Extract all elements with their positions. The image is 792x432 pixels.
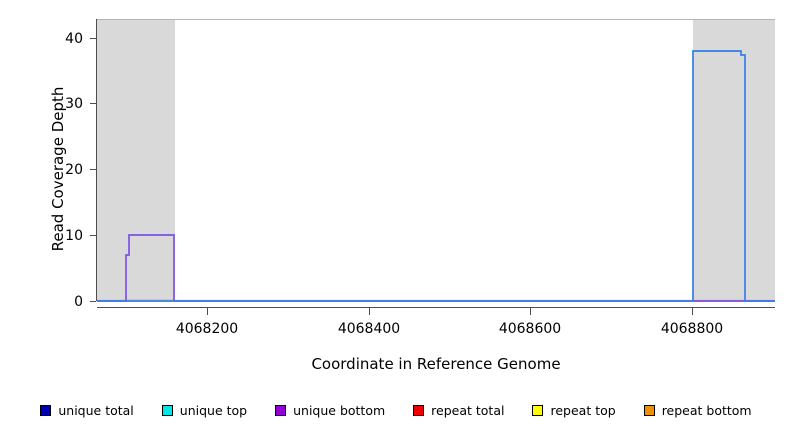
legend-swatch-icon-unique-bottom (275, 404, 287, 416)
plot-area (97, 19, 775, 302)
x-tick-label-4068400: 4068400 (337, 321, 401, 337)
legend-item-unique-top[interactable]: unique top (161, 402, 248, 418)
unique-bottom-trace (97, 234, 775, 302)
repeat-region-left (97, 19, 175, 301)
legend-label-unique-total: unique total (58, 402, 134, 418)
x-axis-title: Coordinate in Reference Genome (311, 355, 561, 373)
legend-item-unique-bottom[interactable]: unique bottom (275, 403, 385, 418)
chart-legend: unique total unique top unique bottom re… (0, 398, 792, 422)
legend-label-repeat-top: repeat top (550, 402, 616, 418)
legend-item-repeat-top[interactable]: repeat top (532, 402, 616, 418)
legend-item-repeat-bottom[interactable]: repeat bottom (643, 402, 752, 418)
legend-item-unique-total[interactable]: unique total (40, 402, 134, 418)
repeat-region-right (693, 19, 775, 301)
legend-swatch-icon-repeat-bottom (643, 404, 655, 416)
legend-swatch-icon-unique-total (40, 404, 52, 416)
legend-label-repeat-bottom: repeat bottom (661, 402, 752, 418)
legend-item-repeat-total[interactable]: repeat total (413, 403, 504, 418)
x-tick-label-4068600: 4068600 (498, 321, 562, 337)
legend-label-unique-bottom: unique bottom (293, 402, 386, 418)
y-tick-label-0: 0 (74, 294, 83, 310)
x-tick-label-4068200: 4068200 (175, 321, 239, 337)
coverage-traces (97, 19, 775, 302)
unique-total-trace (97, 50, 775, 302)
legend-swatch-icon-repeat-total (413, 404, 425, 416)
legend-swatch-icon-unique-top (161, 404, 173, 416)
x-tick-label-4068800: 4068800 (660, 321, 724, 337)
legend-label-repeat-total: repeat total (431, 402, 505, 418)
y-tick-label-20: 20 (65, 162, 83, 178)
legend-swatch-icon-repeat-top (532, 404, 544, 416)
y-tick-label-40: 40 (65, 31, 83, 47)
legend-label-unique-top: unique top (179, 402, 248, 418)
unique-top-trace (97, 50, 775, 302)
y-tick-label-10: 10 (65, 228, 83, 244)
y-tick-label-30: 30 (65, 96, 83, 112)
